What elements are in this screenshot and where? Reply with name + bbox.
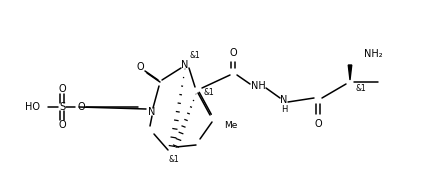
Text: NH: NH: [251, 81, 266, 91]
Text: NH₂: NH₂: [364, 49, 383, 59]
Text: O: O: [314, 119, 322, 129]
Text: O: O: [58, 120, 66, 130]
Text: HO: HO: [25, 102, 40, 112]
Text: N: N: [148, 107, 156, 117]
Text: N: N: [181, 60, 189, 70]
Text: O: O: [77, 102, 85, 112]
Text: &1: &1: [356, 84, 367, 93]
Text: &1: &1: [169, 156, 179, 165]
Text: S: S: [59, 102, 65, 112]
Text: Me: Me: [224, 122, 237, 131]
Text: H: H: [281, 105, 287, 114]
Text: O: O: [58, 84, 66, 94]
Text: &1: &1: [190, 50, 201, 59]
Text: O: O: [229, 48, 237, 58]
Text: N: N: [280, 95, 288, 105]
Text: &1: &1: [203, 88, 214, 96]
Polygon shape: [348, 65, 352, 80]
Text: O: O: [136, 62, 144, 72]
